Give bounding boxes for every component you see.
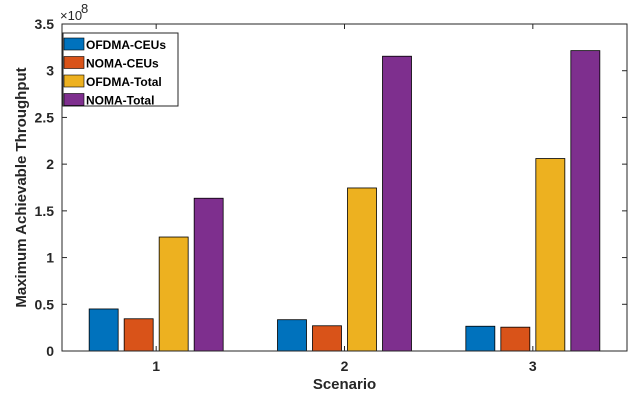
bar-ofdma-ceus-scenario-1 bbox=[88, 308, 119, 352]
y-tick-label: 3 bbox=[46, 63, 54, 79]
y-tick-label: 2.5 bbox=[35, 109, 55, 125]
y-exponent-base: ×10 bbox=[60, 8, 82, 23]
bars-group bbox=[88, 50, 601, 352]
bar-noma-total-scenario-1 bbox=[193, 197, 224, 352]
y-tick-label: 1 bbox=[46, 250, 54, 266]
bar-ofdma-ceus-scenario-2 bbox=[277, 319, 307, 352]
x-tick-label: 3 bbox=[529, 358, 537, 374]
x-tick-label: 2 bbox=[341, 358, 349, 374]
legend-label: OFDMA-CEUs bbox=[86, 38, 166, 52]
bar-ofdma-ceus-scenario-3 bbox=[465, 325, 496, 352]
x-axis-ticks: 1 2 3 bbox=[152, 24, 537, 374]
legend-label: NOMA-Total bbox=[86, 94, 154, 108]
bar-noma-ceus-scenario-1 bbox=[123, 318, 154, 352]
legend-swatch bbox=[63, 56, 85, 69]
legend: OFDMA-CEUs NOMA-CEUs OFDMA-Total NOMA-Total bbox=[62, 32, 179, 108]
legend-label: NOMA-CEUs bbox=[86, 57, 159, 71]
bar-ofdma-total-scenario-2 bbox=[347, 187, 377, 352]
y-tick-label: 0 bbox=[46, 343, 54, 359]
legend-swatch bbox=[63, 74, 85, 88]
bar-noma-ceus-scenario-3 bbox=[500, 326, 531, 352]
y-tick-label: 0.5 bbox=[35, 296, 55, 312]
y-exponent-power: 8 bbox=[81, 1, 88, 16]
legend-swatch bbox=[63, 93, 85, 106]
bar-noma-total-scenario-2 bbox=[382, 55, 412, 352]
x-axis-title: Scenario bbox=[313, 376, 376, 393]
y-tick-label: 2 bbox=[46, 156, 54, 172]
bar-noma-ceus-scenario-2 bbox=[312, 325, 342, 352]
bar-noma-total-scenario-3 bbox=[570, 50, 601, 352]
x-tick-label: 1 bbox=[152, 358, 160, 374]
y-tick-label: 1.5 bbox=[35, 203, 55, 219]
legend-label: OFDMA-Total bbox=[86, 75, 162, 89]
bar-ofdma-total-scenario-1 bbox=[158, 236, 189, 352]
bar-ofdma-total-scenario-3 bbox=[535, 158, 566, 352]
y-axis-title: Maximum Achievable Throughput bbox=[13, 67, 30, 307]
plot-frame bbox=[61, 23, 628, 352]
y-tick-label: 3.5 bbox=[35, 16, 55, 32]
legend-swatch bbox=[63, 37, 85, 51]
